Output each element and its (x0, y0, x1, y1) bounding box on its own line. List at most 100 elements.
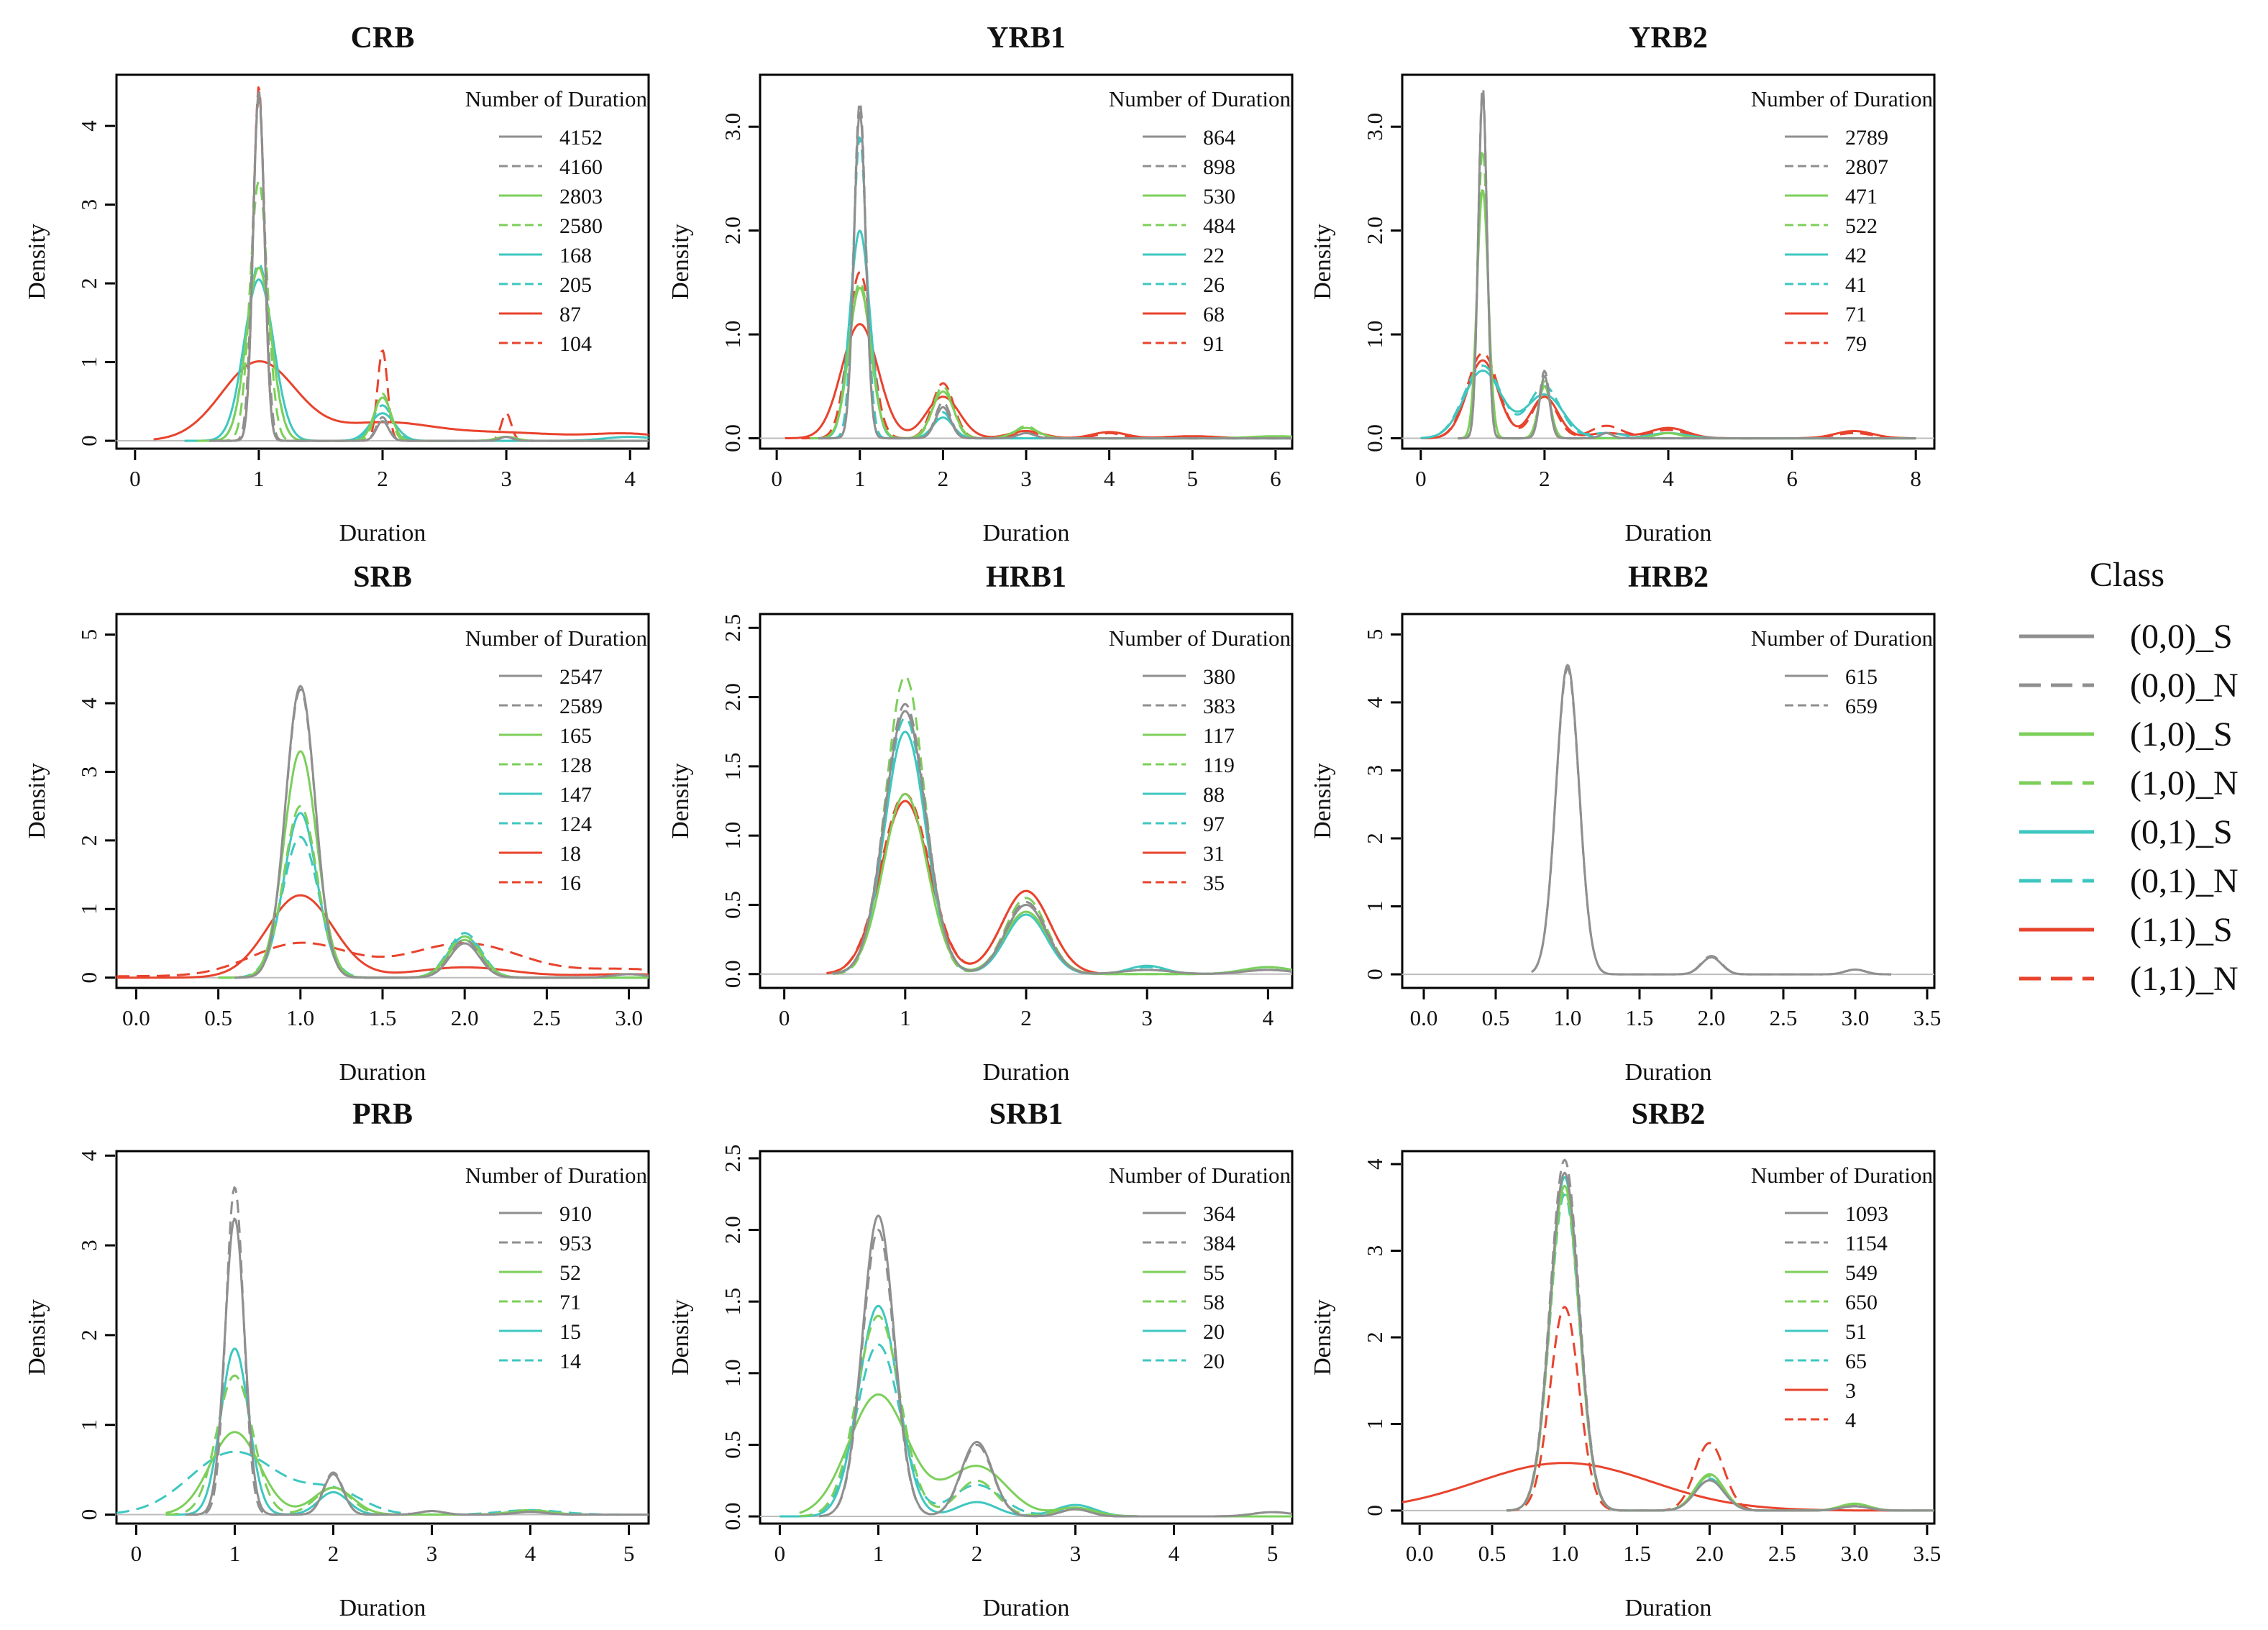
density-line-10-n (799, 1314, 1292, 1518)
legend-count: 117 (1203, 724, 1235, 748)
legend-count: 864 (1203, 126, 1235, 150)
y-tick-label: 1.5 (720, 1288, 745, 1316)
y-tick-label: 0.0 (720, 424, 745, 452)
legend-count: 124 (559, 812, 592, 836)
legend-count: 205 (559, 273, 592, 297)
density-line-11-n (826, 792, 1099, 974)
x-tick-label: 0 (131, 1541, 142, 1566)
y-tick-label: 3 (76, 766, 101, 778)
legend-count: 71 (559, 1291, 581, 1314)
duration-legend: Number of Duration 364 384 55 58 20 20 (1109, 1163, 1291, 1373)
x-tick-label: 2.0 (1698, 1005, 1726, 1030)
density-line-11-s (116, 894, 649, 979)
duration-legend: Number of Duration 864 898 530 484 22 26 68 91 (1109, 86, 1291, 356)
y-tick-label: 2.0 (720, 216, 745, 244)
legend-count: 650 (1845, 1291, 1878, 1314)
legend-count: 71 (1845, 303, 1867, 326)
panel-srb1: SRB1 0 1 2 3 4 5 0.0 0.5 1.0 1.5 2.0 2.5 Duration Dens… (667, 1098, 1294, 1621)
density-line-11-s (1402, 1462, 1934, 1512)
panel-hrb1: HRB1 0 1 2 3 4 0.0 0.5 1.0 1.5 2.0 2.5 Duration Densi… (667, 561, 1294, 1086)
y-axis-label: Density (24, 1299, 50, 1375)
y-tick-label: 1.0 (720, 321, 745, 349)
y-tick-label: 5 (76, 629, 101, 641)
x-tick-label: 4 (1263, 1005, 1274, 1030)
density-line-00-s (832, 710, 1292, 975)
panel-yrb2: YRB2 0 2 4 6 8 0.0 1.0 2.0 3.0 Duration Density Numb… (1309, 22, 1936, 546)
y-axis-label: Density (1309, 763, 1336, 839)
y-axis-label: Density (24, 224, 50, 300)
legend-count: 4152 (559, 126, 603, 150)
class-legend-label: (1,0)_N (2130, 764, 2239, 802)
legend-title: Number of Duration (465, 86, 648, 111)
density-curves (153, 86, 649, 442)
y-tick-label: 2 (76, 278, 101, 289)
legend-count: 16 (559, 871, 581, 895)
x-tick-label: 6 (1270, 466, 1281, 491)
x-tick-label: 2 (938, 466, 949, 491)
legend-count: 58 (1203, 1291, 1225, 1314)
x-tick-label: 0.5 (204, 1005, 232, 1030)
density-line-11-s (1420, 359, 1916, 440)
class-legend-label: (0,1)_S (2130, 813, 2233, 851)
legend-count: 2807 (1845, 155, 1888, 179)
panel-srb2: SRB2 0.0 0.5 1.0 1.5 2.0 2.5 3.0 3.5 0 1 2 3 4 Duratio… (1309, 1098, 1941, 1621)
x-tick-label: 3.0 (615, 1005, 643, 1030)
y-tick-label: 3.0 (1362, 113, 1387, 141)
legend-count: 2789 (1845, 126, 1888, 150)
panel-title: CRB (351, 22, 415, 55)
legend-title: Number of Duration (465, 1163, 648, 1188)
density-line-00-s (185, 1217, 649, 1516)
y-axis-label: Density (667, 763, 694, 839)
x-tick-label: 2.5 (1770, 1005, 1798, 1030)
x-tick-label: 0 (1415, 466, 1427, 491)
legend-count: 659 (1845, 695, 1878, 718)
x-tick-label: 1 (873, 1541, 884, 1566)
legend-count: 26 (1203, 273, 1225, 297)
y-tick-label: 4 (1362, 1158, 1387, 1170)
density-line-01-n (832, 717, 1292, 975)
legend-count: 471 (1845, 185, 1878, 209)
y-tick-label: 2 (76, 835, 101, 846)
legend-count: 2547 (559, 665, 603, 689)
density-line-10-s (799, 1393, 1292, 1518)
x-tick-label: 3 (500, 466, 512, 491)
y-tick-label: 2.5 (720, 1145, 745, 1173)
panel-yrb1: YRB1 0 1 2 3 4 5 6 0.0 1.0 2.0 3.0 Duration Density Nu… (667, 22, 1294, 546)
y-tick-label: 3.0 (720, 113, 745, 141)
y-tick-label: 3 (1362, 765, 1387, 777)
y-tick-label: 1.0 (720, 822, 745, 850)
legend-count: 88 (1203, 783, 1225, 807)
density-line-00-n (1531, 667, 1892, 976)
density-line-11-n (1506, 1306, 1768, 1512)
plot-frame (759, 1150, 1294, 1525)
duration-legend: Number of Duration 1093 1154 549 650 51 65 3 4 (1751, 1163, 1934, 1432)
x-axis-label: Duration (1625, 520, 1712, 546)
duration-legend: Number of Duration 615 659 (1751, 626, 1934, 718)
legend-count: 4160 (559, 155, 603, 179)
x-tick-label: 2.5 (533, 1005, 561, 1030)
x-tick-label: 2 (1539, 466, 1550, 491)
legend-count: 165 (559, 724, 592, 748)
x-tick-label: 0 (779, 1005, 790, 1030)
legend-count: 31 (1203, 842, 1225, 866)
x-tick-label: 0.0 (1406, 1541, 1434, 1566)
x-tick-label: 1 (253, 466, 265, 491)
x-tick-label: 0 (129, 466, 141, 491)
class-legend-label: (1,1)_N (2130, 960, 2239, 998)
density-line-00-s (1531, 664, 1892, 976)
y-tick-label: 1.0 (720, 1359, 745, 1387)
legend-count: 1093 (1845, 1202, 1888, 1226)
x-tick-label: 2 (1020, 1005, 1032, 1030)
x-tick-label: 3.5 (1913, 1541, 1942, 1566)
plot-frame (115, 73, 650, 450)
y-tick-label: 5 (1362, 629, 1387, 641)
x-axis-label: Duration (983, 1059, 1070, 1086)
legend-count: 615 (1845, 665, 1878, 689)
x-tick-label: 2.0 (1696, 1541, 1724, 1566)
legend-count: 898 (1203, 155, 1235, 179)
density-line-00-s (209, 91, 649, 442)
duration-legend: Number of Duration 910 953 52 71 15 14 (465, 1163, 648, 1373)
legend-count: 52 (559, 1261, 581, 1285)
panel-crb: CRB 0 1 2 3 4 0 1 2 3 4 Duration Density Number of Du… (24, 22, 650, 546)
